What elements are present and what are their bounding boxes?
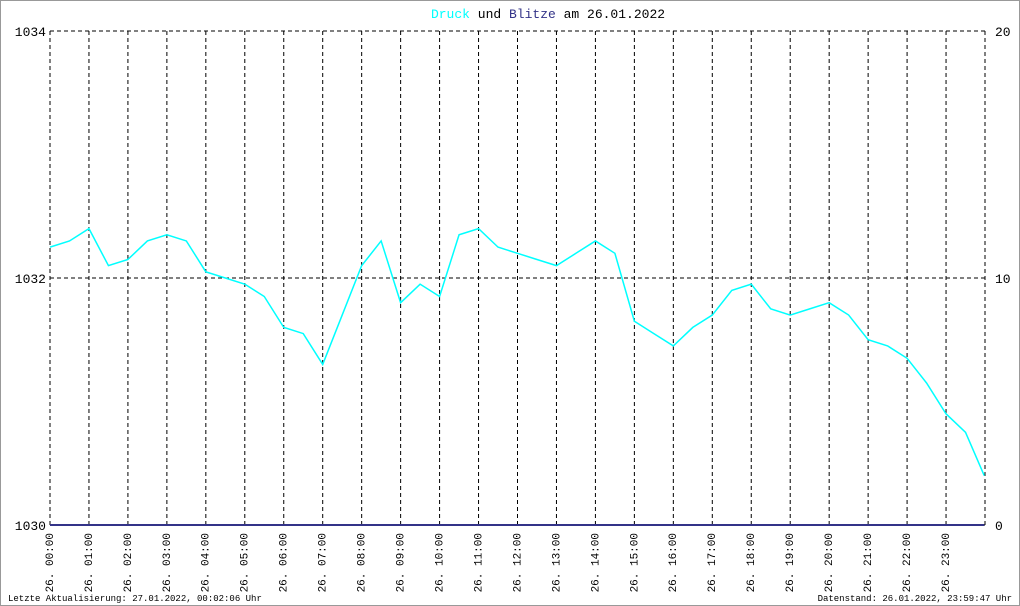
footer-left: Letzte Aktualisierung: 27.01.2022, 00:02… [8,594,262,604]
x-tick-label: 26. 22:00 [902,533,914,592]
x-tick-label: 26. 03:00 [162,533,174,592]
x-tick-label: 26. 13:00 [551,533,563,592]
x-tick-label: 26. 01:00 [84,533,96,592]
y2-tick-label: 20 [995,25,1011,40]
y-tick-label: 1032 [15,272,46,287]
x-tick-label: 26. 08:00 [357,533,369,592]
x-tick-label: 26. 05:00 [240,533,252,592]
x-tick-label: 26. 19:00 [785,533,797,592]
x-tick-label: 26. 23:00 [941,533,953,592]
x-tick-label: 26. 07:00 [318,533,330,592]
x-tick-label: 26. 00:00 [45,533,57,592]
x-tick-label: 26. 14:00 [590,533,602,592]
y2-tick-label: 0 [995,519,1003,534]
title-und: und [478,7,501,22]
x-tick-label: 26. 16:00 [668,533,680,592]
title-druck: Druck [431,7,470,22]
x-tick-label: 26. 17:00 [707,533,719,592]
x-tick-label: 26. 09:00 [396,533,408,592]
y-tick-label: 1030 [15,519,46,534]
x-tick-label: 26. 10:00 [434,533,446,592]
x-tick-label: 26. 11:00 [473,533,485,592]
x-tick-label: 26. 12:00 [512,533,524,592]
x-tick-label: 26. 04:00 [201,533,213,592]
title-date: am 26.01.2022 [564,7,665,22]
x-tick-label: 26. 06:00 [279,533,291,592]
x-tick-label: 26. 15:00 [629,533,641,592]
y-tick-label: 1034 [15,25,46,40]
chart-title: Druck und Blitze am 26.01.2022 [431,7,665,22]
y2-tick-label: 10 [995,272,1011,287]
title-blitze: Blitze [509,7,556,22]
footer-right: Datenstand: 26.01.2022, 23:59:47 Uhr [818,594,1012,604]
x-tick-label: 26. 21:00 [863,533,875,592]
series-line [49,227,985,476]
x-tick-label: 26. 02:00 [123,533,135,592]
x-tick-label: 26. 20:00 [824,533,836,592]
x-tick-label: 26. 18:00 [746,533,758,592]
